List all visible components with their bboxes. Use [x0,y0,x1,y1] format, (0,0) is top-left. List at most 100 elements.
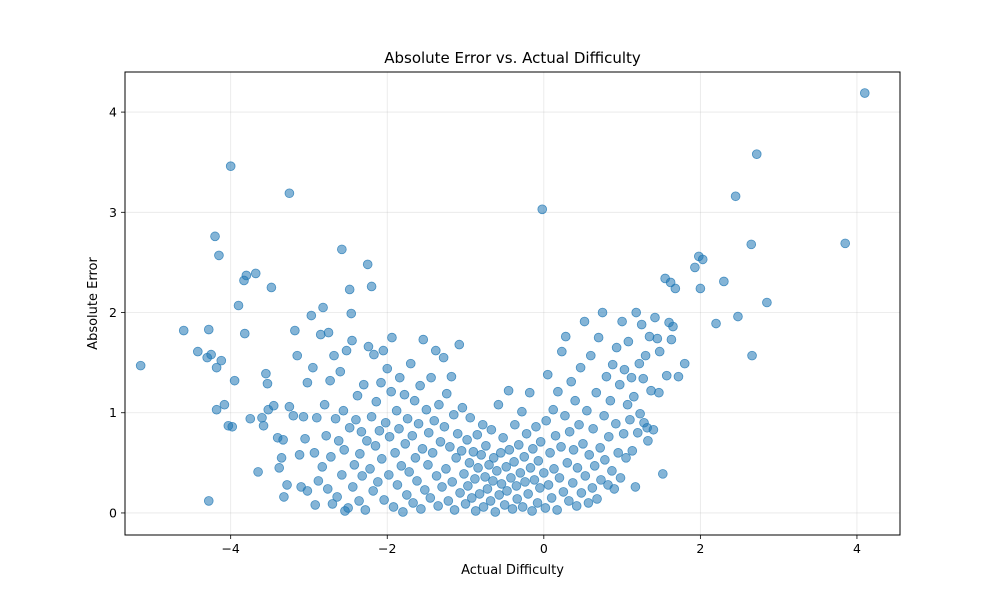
data-point [535,436,546,447]
data-point [408,498,418,508]
data-point [378,345,389,356]
data-point [253,467,263,477]
data-point [329,350,339,361]
data-point [584,450,595,460]
data-point [646,385,656,396]
data-point [445,442,455,452]
data-point [257,412,267,423]
data-point [719,276,729,287]
data-point [611,342,622,353]
chart-title: Absolute Error vs. Actual Difficulty [384,49,641,67]
data-point [326,452,336,462]
data-point [446,371,457,382]
data-point [673,371,684,382]
data-point [554,473,565,483]
data-point [627,446,638,456]
data-point [337,244,347,255]
y-tick-label: 0 [109,505,117,520]
data-point [567,478,578,488]
data-point [533,456,544,466]
data-point [344,284,355,295]
data-point [560,331,571,342]
data-point [266,282,277,293]
data-point [482,484,493,494]
data-point [478,502,489,512]
data-point [400,439,411,449]
data-point [626,372,637,383]
data-point [631,307,641,318]
data-point [529,475,540,485]
data-point [615,473,626,483]
data-point [354,496,364,506]
data-point [670,283,681,294]
data-point [525,463,536,473]
data-point [509,457,519,467]
data-point [568,445,579,455]
data-point [545,448,555,458]
data-point [596,475,606,485]
data-point [658,469,668,479]
data-point [640,350,651,361]
data-point [583,498,594,508]
data-point [552,505,562,515]
data-point [441,388,452,399]
data-point [638,373,649,384]
data-point [376,454,387,464]
data-point [560,410,570,421]
data-point [407,430,418,441]
data-point [315,329,326,340]
data-point [502,486,512,496]
data-point [592,494,602,504]
data-point [464,458,475,468]
data-point [338,405,349,416]
data-point [609,484,620,494]
data-point [376,377,386,388]
data-point [203,496,214,506]
data-point [465,412,476,423]
data-point [219,399,230,410]
data-point [302,377,313,388]
data-point [636,319,647,330]
data-point [415,380,425,391]
data-point [503,385,514,396]
data-point [399,389,410,400]
data-point [517,406,527,417]
x-tick-label: −4 [221,541,239,556]
data-point [306,310,317,321]
data-point [579,316,590,327]
data-point [449,505,460,515]
data-point [543,480,554,490]
data-point [587,483,598,493]
data-point [317,462,328,472]
data-point [630,482,641,492]
data-point [553,386,563,397]
data-point [650,312,660,323]
data-point [531,421,541,432]
data-point [613,448,623,458]
data-point [621,453,631,463]
data-point [501,462,512,472]
data-point [632,427,643,438]
data-point [746,239,757,250]
data-point [557,346,567,357]
data-point [311,412,322,423]
data-point [337,470,347,480]
data-point [859,88,870,98]
data-point [284,401,295,412]
data-point [330,413,341,424]
data-point [392,480,403,490]
data-point [431,471,442,481]
data-point [679,358,690,369]
data-point [279,492,289,502]
data-point [351,414,361,425]
data-point [355,449,365,459]
data-point [333,435,344,446]
data-point [325,375,335,386]
data-point [388,502,399,512]
data-point [635,408,645,419]
data-point [365,464,375,474]
data-point [488,453,499,463]
data-point [523,489,533,499]
